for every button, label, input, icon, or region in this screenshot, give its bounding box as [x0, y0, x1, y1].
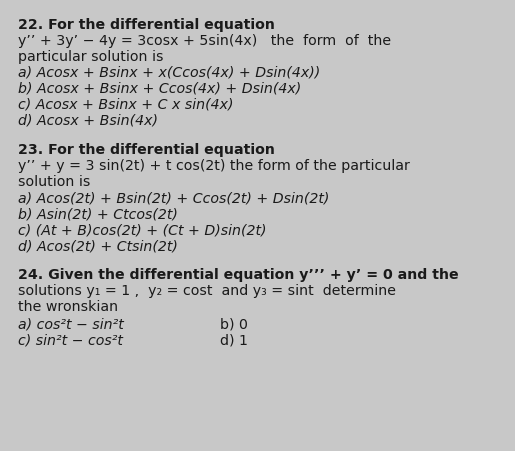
- Text: a) Acos(2t) + Bsin(2t) + Ccos(2t) + Dsin(2t): a) Acos(2t) + Bsin(2t) + Ccos(2t) + Dsin…: [18, 191, 330, 205]
- Text: y’’ + 3y’ − 4y = 3cosx + 5sin(4x)   the  form  of  the: y’’ + 3y’ − 4y = 3cosx + 5sin(4x) the fo…: [18, 34, 391, 48]
- Text: c) sin²t − cos²t: c) sin²t − cos²t: [18, 334, 123, 348]
- Text: 22. For the differential equation: 22. For the differential equation: [18, 18, 275, 32]
- Text: c) (At + B)cos(2t) + (Ct + D)sin(2t): c) (At + B)cos(2t) + (Ct + D)sin(2t): [18, 223, 266, 237]
- Text: b) Asin(2t) + Ctcos(2t): b) Asin(2t) + Ctcos(2t): [18, 207, 178, 221]
- Text: d) 1: d) 1: [220, 334, 248, 348]
- Text: solution is: solution is: [18, 175, 90, 189]
- Text: d) Acos(2t) + Ctsin(2t): d) Acos(2t) + Ctsin(2t): [18, 239, 178, 253]
- Text: the wronskian: the wronskian: [18, 300, 118, 314]
- Text: a) Acosx + Bsinx + x(Ccos(4x) + Dsin(4x)): a) Acosx + Bsinx + x(Ccos(4x) + Dsin(4x)…: [18, 66, 320, 80]
- Text: b) 0: b) 0: [220, 318, 248, 332]
- Text: b) Acosx + Bsinx + Ccos(4x) + Dsin(4x): b) Acosx + Bsinx + Ccos(4x) + Dsin(4x): [18, 82, 301, 96]
- Text: 23. For the differential equation: 23. For the differential equation: [18, 143, 275, 157]
- Text: c) Acosx + Bsinx + C x sin(4x): c) Acosx + Bsinx + C x sin(4x): [18, 98, 233, 112]
- Text: particular solution is: particular solution is: [18, 50, 163, 64]
- Text: a) cos²t − sin²t: a) cos²t − sin²t: [18, 318, 124, 332]
- Text: solutions y₁ = 1 ,  y₂ = cost  and y₃ = sint  determine: solutions y₁ = 1 , y₂ = cost and y₃ = si…: [18, 284, 396, 298]
- Text: d) Acosx + Bsin(4x): d) Acosx + Bsin(4x): [18, 114, 158, 128]
- Text: 24. Given the differential equation y’’’ + y’ = 0 and the: 24. Given the differential equation y’’’…: [18, 268, 459, 282]
- Text: y’’ + y = 3 sin(2t) + t cos(2t) the form of the particular: y’’ + y = 3 sin(2t) + t cos(2t) the form…: [18, 159, 410, 173]
